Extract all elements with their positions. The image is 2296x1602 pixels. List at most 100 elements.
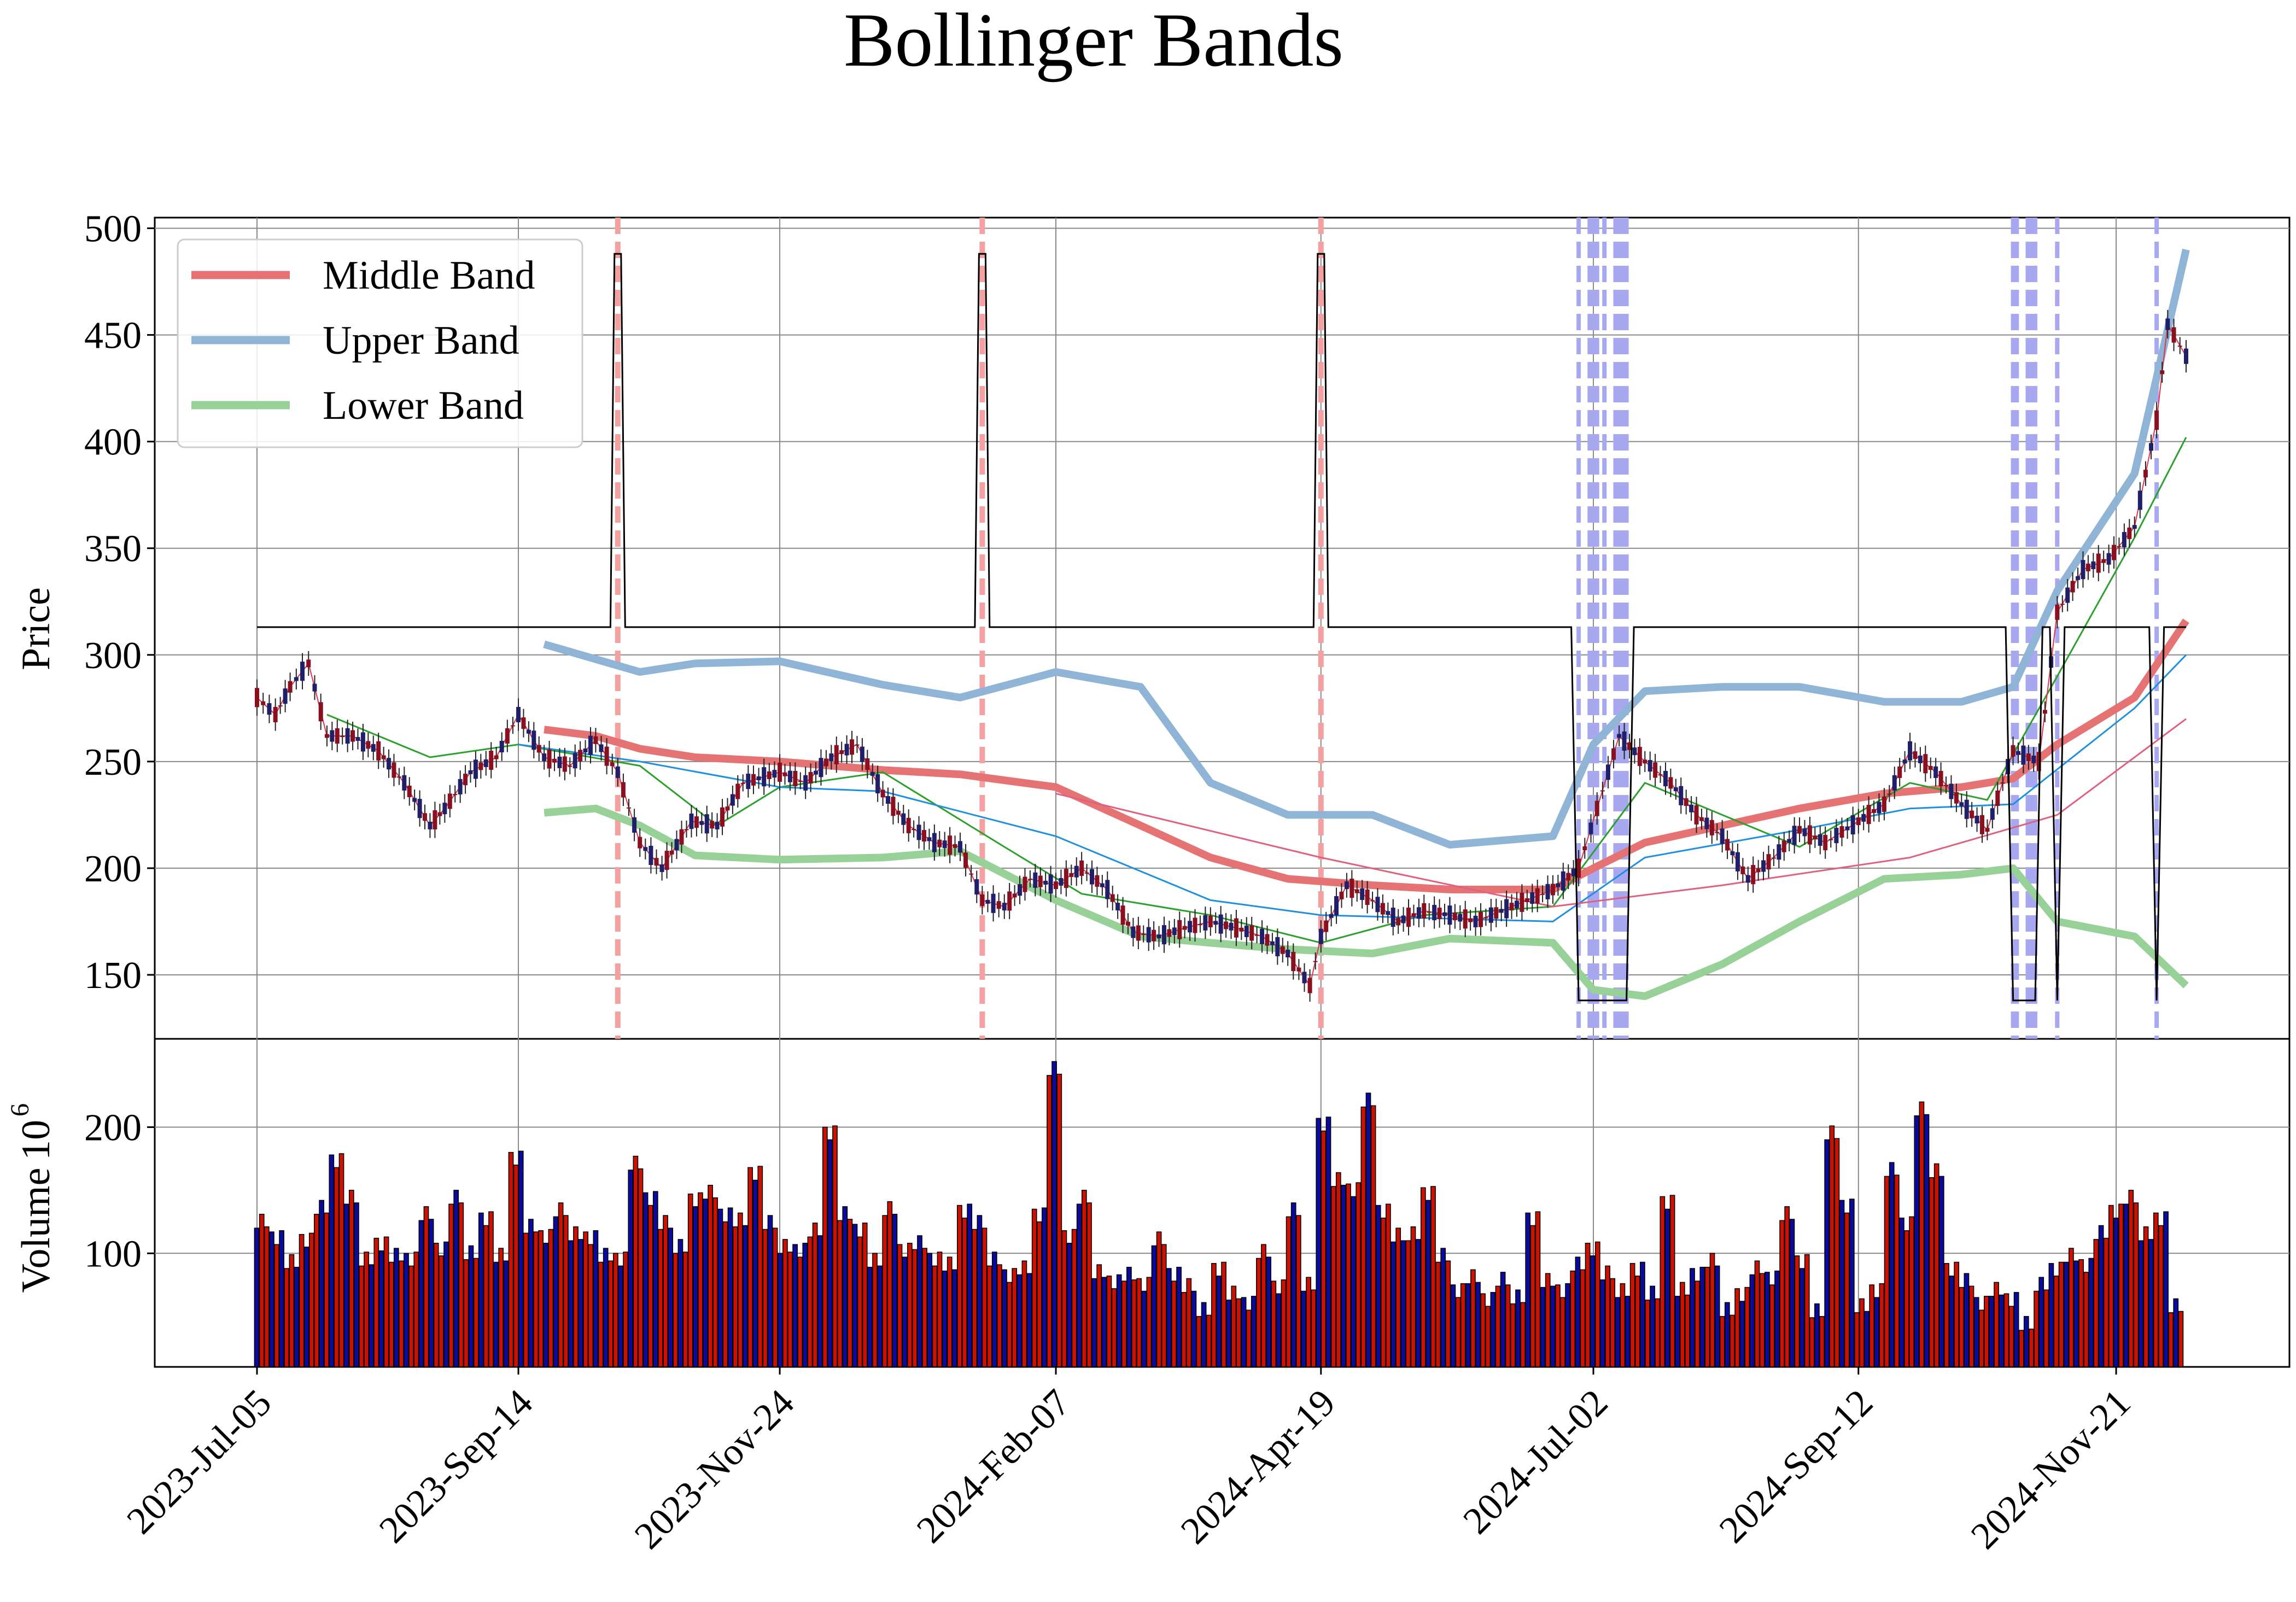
candle-body	[1550, 884, 1555, 896]
candle-body	[2177, 346, 2182, 347]
volume-bar	[1386, 1203, 1391, 1367]
volume-bar	[538, 1230, 544, 1367]
volume-bar	[1316, 1118, 1322, 1367]
candle-body	[288, 681, 293, 693]
volume-bar	[917, 1235, 922, 1367]
volume-bar	[2168, 1312, 2174, 1367]
candle-body	[261, 701, 266, 705]
candle-body	[762, 767, 767, 787]
candle-body	[1064, 869, 1068, 888]
candle-body	[1689, 804, 1694, 812]
candle-body	[710, 821, 715, 829]
volume-bar	[1415, 1239, 1421, 1367]
candle-body	[1411, 913, 1416, 917]
candle-body	[306, 659, 311, 668]
candle-body	[1509, 903, 1514, 911]
candle-body	[1653, 762, 1658, 778]
candle-body	[1617, 734, 1622, 738]
candle-body	[526, 729, 531, 734]
volume-bar	[1400, 1240, 1406, 1367]
candle-body	[1002, 903, 1007, 911]
candle-body	[494, 755, 499, 759]
candle-body	[278, 705, 283, 707]
volume-bar	[1570, 1270, 1576, 1367]
candle-body	[423, 813, 428, 821]
candle-body	[1380, 903, 1385, 915]
x-tick-label: 2024-Apr-19	[1173, 1382, 1343, 1552]
candle-body	[1897, 766, 1902, 778]
volume-bar	[1749, 1274, 1755, 1367]
candle-body	[447, 793, 452, 809]
candle-body	[1872, 809, 1877, 813]
candle-body	[803, 775, 808, 791]
volume-bar	[737, 1212, 743, 1367]
candle-body	[1249, 925, 1254, 941]
candle-body	[2127, 527, 2132, 539]
candle-body	[1110, 894, 1115, 902]
volume-bar	[1176, 1266, 1182, 1367]
candle-body	[798, 780, 803, 782]
candle-body	[1694, 805, 1699, 825]
candle-body	[1313, 961, 1318, 962]
volume-bar	[842, 1206, 848, 1367]
volume-bar	[807, 1236, 813, 1367]
volume-bar	[1824, 1139, 1830, 1367]
volume-bar	[1311, 1289, 1317, 1367]
volume-bar	[1455, 1297, 1461, 1367]
candle-body	[2060, 604, 2065, 605]
candle-body	[458, 779, 463, 794]
volume-bar	[413, 1252, 419, 1367]
candle-body	[1766, 854, 1771, 870]
candle-body	[1566, 873, 1571, 881]
candle-body	[516, 706, 521, 723]
volume-bar	[1909, 1216, 1914, 1367]
candle-body	[912, 829, 916, 831]
candle-body	[1611, 748, 1616, 760]
volume-bar	[1031, 1208, 1037, 1367]
volume-bar	[2073, 1260, 2079, 1367]
volume-bar	[1490, 1292, 1496, 1367]
volume-bar	[837, 1220, 843, 1367]
volume-bar	[1141, 1290, 1147, 1367]
price-tick-label: 350	[84, 528, 142, 570]
candle-body	[1740, 866, 1745, 874]
volume-bar	[1545, 1273, 1551, 1367]
candle-body	[1632, 747, 1637, 756]
candle-body	[844, 744, 849, 756]
candle-body	[1923, 754, 1928, 774]
candle-body	[632, 817, 637, 833]
volume-bar	[1515, 1289, 1521, 1367]
volume-bar	[1042, 1207, 1047, 1367]
candle-body	[1229, 922, 1234, 931]
candle-body	[1478, 911, 1483, 927]
volume-bar	[1535, 1211, 1541, 1367]
candle-body	[1807, 825, 1812, 845]
candle-body	[1777, 844, 1781, 860]
candle-body	[649, 845, 653, 866]
candle-body	[669, 850, 674, 855]
volume-bar	[663, 1215, 668, 1367]
candle-body	[896, 810, 901, 815]
volume-bar	[1445, 1260, 1451, 1367]
volume-bar	[1625, 1296, 1631, 1367]
candle-body	[2154, 411, 2159, 430]
volume-bar	[2003, 1293, 2009, 1367]
candle-body	[735, 784, 740, 799]
volume-scale-exponent: 6	[5, 1103, 34, 1116]
candle-body	[1069, 873, 1074, 877]
middle-band-line	[544, 618, 2189, 893]
volume-bar	[1645, 1299, 1650, 1367]
volume-bar	[423, 1206, 429, 1367]
volume-bar	[1266, 1256, 1271, 1367]
candle-body	[1193, 917, 1197, 933]
volume-bar	[1295, 1215, 1301, 1367]
candle-body	[850, 739, 855, 755]
candle-body	[963, 852, 968, 868]
candle-body	[330, 730, 335, 742]
volume-bar	[1505, 1284, 1511, 1367]
volume-bar	[1186, 1278, 1192, 1367]
volume-bar	[308, 1232, 314, 1367]
volume-bar	[1231, 1285, 1237, 1367]
candle-body	[283, 688, 288, 704]
volume-bar	[1261, 1244, 1266, 1367]
